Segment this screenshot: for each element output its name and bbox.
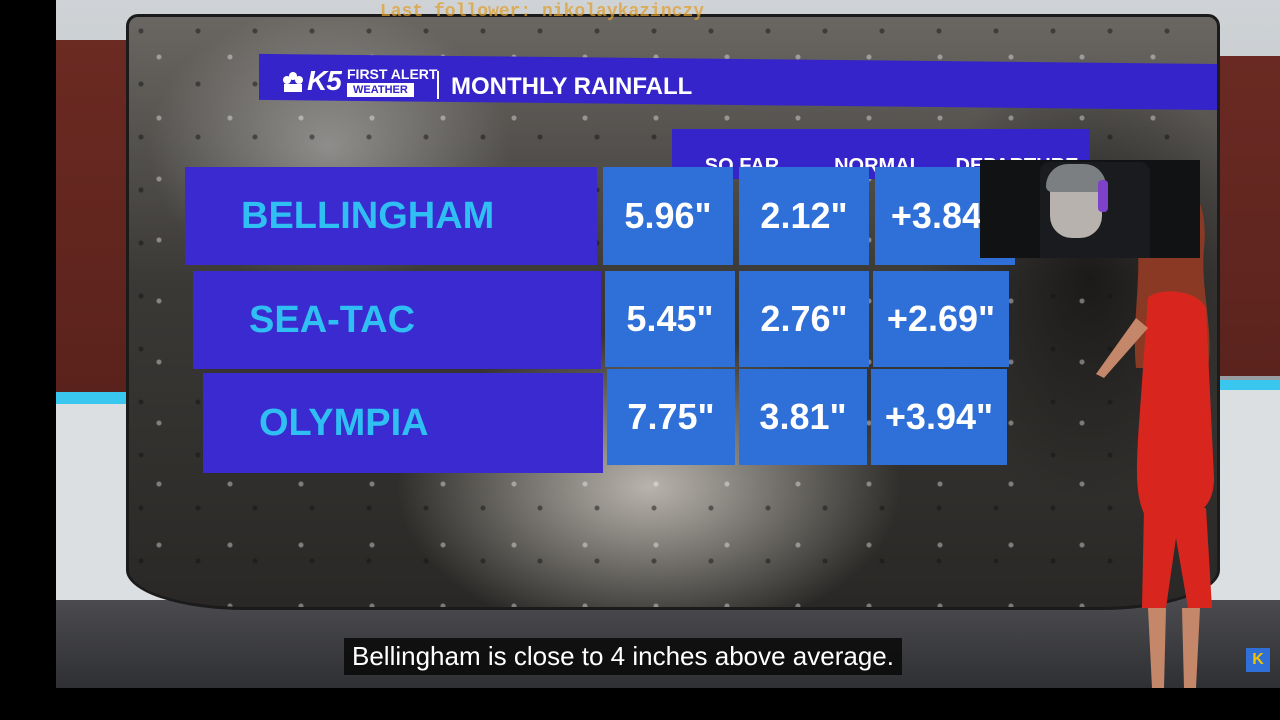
first-alert-weather-badge: FIRST ALERT WEATHER bbox=[347, 67, 437, 97]
k5-logo-text: K5 bbox=[307, 65, 342, 96]
value-sea-tac-departure: +2.69" bbox=[873, 271, 1009, 367]
video-frame: K5 FIRST ALERT WEATHER MONTHLY RAINFALL … bbox=[56, 0, 1280, 688]
streamer-webcam bbox=[980, 160, 1200, 258]
first-alert-text: FIRST ALERT bbox=[347, 66, 438, 82]
value-bellingham-so-far: 5.96" bbox=[603, 167, 733, 265]
channel-watermark-icon: K bbox=[1246, 648, 1270, 672]
graphic-title: MONTHLY RAINFALL bbox=[451, 73, 693, 100]
last-follower-alert: Last follower: nikolaykazinczy bbox=[380, 2, 705, 22]
value-sea-tac-so-far: 5.45" bbox=[605, 271, 735, 367]
weather-text: WEATHER bbox=[347, 83, 414, 97]
headset-icon bbox=[1098, 180, 1108, 212]
weather-video-wall: K5 FIRST ALERT WEATHER MONTHLY RAINFALL … bbox=[126, 14, 1220, 610]
title-divider bbox=[437, 71, 439, 99]
value-olympia-departure: +3.94" bbox=[871, 369, 1007, 465]
value-bellingham-normal: 2.12" bbox=[739, 167, 869, 265]
city-label-olympia: OLYMPIA bbox=[203, 373, 603, 473]
city-label-sea-tac: SEA-TAC bbox=[193, 271, 601, 369]
studio-light-right bbox=[1190, 380, 1280, 390]
video-caption: Bellingham is close to 4 inches above av… bbox=[344, 638, 902, 675]
webcam-streamer-hair bbox=[1046, 164, 1106, 192]
k5-logo: K5 bbox=[279, 65, 342, 97]
value-olympia-so-far: 7.75" bbox=[607, 369, 735, 465]
city-label-bellingham: BELLINGHAM bbox=[185, 167, 597, 265]
value-olympia-normal: 3.81" bbox=[739, 369, 867, 465]
value-sea-tac-normal: 2.76" bbox=[739, 271, 869, 367]
king-logo-icon bbox=[283, 71, 303, 92]
